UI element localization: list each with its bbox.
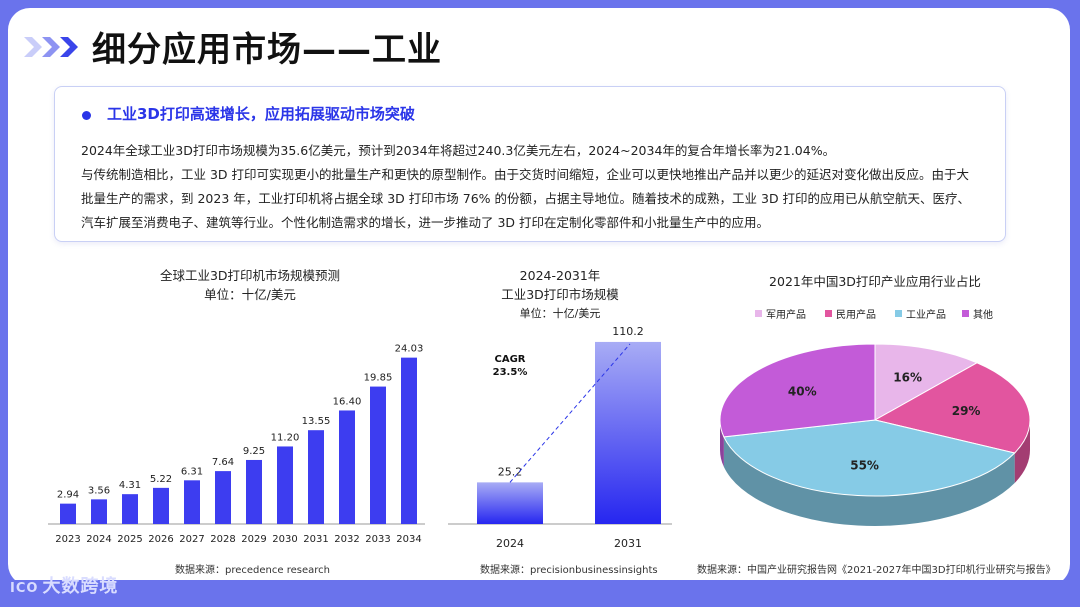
chart3-pie-chart: 军用产品 民用产品 工业产品 其他 16% 29% 55% 40% (719, 308, 1031, 526)
chart3-source: 数据来源：中国产业研究报告网《2021-2027年中国3D打印机行业研究与报告》 (697, 565, 1056, 576)
chart3-legend-swatch (825, 310, 832, 317)
chart1-bar-2031 (308, 430, 324, 524)
chart1-title: 全球工业3D打印机市场规模预测 单位：十亿/美元 (100, 266, 400, 304)
chart3-legend-swatch (895, 310, 902, 317)
chart1-value-label: 19.85 (364, 373, 393, 384)
chart1-bar-2033 (370, 386, 386, 524)
chart2-source: 数据来源：precisionbusinessinsights (480, 565, 658, 576)
chart1-x-tick: 2024 (86, 534, 111, 545)
chart1-x-tick: 2023 (55, 534, 80, 545)
chart2-x-tick: 2024 (496, 537, 524, 550)
chart1-source: 数据来源：precedence research (175, 565, 330, 576)
chart1-x-tick: 2034 (396, 534, 421, 545)
chart3-slice-工业产品 (723, 419, 1016, 497)
title-chevrons-icon (24, 37, 78, 57)
chart1-title-text: 全球工业3D打印机市场规模预测 (159, 268, 341, 283)
chart1-bar-2023 (60, 503, 76, 524)
chart1-x-tick: 2027 (179, 534, 204, 545)
chart1-bar-2026 (153, 487, 169, 524)
chart3-title: 2021年中国3D打印产业应用行业占比 (769, 274, 981, 289)
bullet-dot-icon (82, 111, 91, 120)
chart1-bar-2027 (184, 480, 200, 524)
chart2-unit: 单位：十亿/美元 (519, 307, 601, 320)
chart3-legend-swatch (962, 310, 969, 317)
chart3-legend-swatch (755, 310, 762, 317)
chart1-value-label: 9.25 (243, 446, 265, 457)
chart2-value-label: 110.2 (612, 325, 644, 338)
summary-box: 工业3D打印高速增长，应用拓展驱动市场突破 2024年全球工业3D打印市场规模为… (54, 86, 1006, 242)
chart3-legend-label: 其他 (973, 308, 993, 321)
chart1-x-tick: 2031 (303, 534, 328, 545)
chart3-side-民用产品 (1014, 420, 1030, 483)
chart1-x-tick: 2032 (334, 534, 359, 545)
chart3-slice-民用产品 (873, 362, 1031, 454)
footer-band (0, 580, 1080, 607)
chart1-value-label: 6.31 (181, 466, 203, 477)
chart1-x-tick: 2033 (365, 534, 390, 545)
chart3-side-工业产品 (723, 436, 1015, 526)
chart1-value-label: 5.22 (150, 474, 172, 485)
chart1-bar-2025 (122, 494, 138, 524)
chart2-bar-chart: 25.2 2024 110.2 2031 CAGR 23.5% (448, 325, 672, 550)
chart2-title: 2024-2031年 工业3D打印市场规模 单位：十亿/美元 (460, 266, 660, 323)
chart1-value-label: 16.40 (333, 396, 362, 407)
summary-heading: 工业3D打印高速增长，应用拓展驱动市场突破 (107, 105, 415, 123)
chart1-value-label: 13.55 (302, 416, 331, 427)
chart1-value-label: 2.94 (57, 490, 79, 501)
chart3-legend-label: 军用产品 (766, 308, 806, 321)
chart1-value-label: 4.31 (119, 480, 141, 491)
chart2-value-label: 25.2 (498, 465, 523, 478)
brand-name: 大数跨境 (42, 576, 119, 597)
chart2-cagr-value: 23.5% (493, 367, 528, 378)
chart3-slice-label: 55% (850, 458, 879, 472)
chart2-title-line1: 2024-2031年 (519, 268, 601, 283)
summary-paragraph-1: 2024年全球工业3D打印市场规模为35.6亿美元，预计到2034年将超过240… (81, 143, 836, 158)
chart1-bar-2032 (339, 410, 355, 524)
chart3-slice-军用产品 (874, 343, 979, 421)
chart2-bar-2031 (595, 341, 661, 524)
chart3-side-其他 (720, 420, 724, 467)
chart3-slice-label: 16% (893, 370, 922, 384)
chart3-legend-label: 民用产品 (836, 308, 876, 321)
chart1-unit: 单位：十亿/美元 (204, 287, 296, 302)
chart1-x-tick: 2025 (117, 534, 142, 545)
chart2-bar-2024 (477, 482, 543, 524)
page-title: 细分应用市场——工业 (92, 30, 442, 70)
chart1-bar-2030 (277, 446, 293, 524)
chart2-x-tick: 2031 (614, 537, 642, 550)
chart1-x-tick: 2026 (148, 534, 173, 545)
summary-paragraph-2: 与传统制造相比，工业 3D 打印可实现更小的批量生产和更快的原型制作。由于交货时… (81, 167, 971, 230)
chart1-value-label: 11.20 (271, 432, 300, 443)
summary-text: 2024年全球工业3D打印市场规模为35.6亿美元，预计到2034年将超过240… (81, 139, 981, 235)
chart1-value-label: 7.64 (212, 457, 234, 468)
chart2-cagr-label: CAGR (495, 354, 526, 365)
chart1-bar-2029 (246, 459, 262, 524)
chart2-cagr-line (509, 343, 631, 483)
chart3-slice-label: 29% (952, 404, 981, 418)
chart1-bar-chart: 2.94 2023 3.56 2024 4.31 2025 5.22 2026 6.31 2027… (48, 344, 425, 545)
chart1-bar-2034 (401, 357, 417, 524)
chart1-x-tick: 2030 (272, 534, 297, 545)
chart1-value-label: 3.56 (88, 485, 110, 496)
chart1-bar-2028 (215, 471, 231, 524)
chart1-x-tick: 2029 (241, 534, 266, 545)
chart3-slice-其他 (719, 343, 876, 438)
chart1-bar-2024 (91, 499, 107, 524)
brand-mark-icon: ICO (10, 581, 39, 596)
chart3-slice-label: 40% (788, 385, 817, 399)
brand-logo: ICO 大数跨境 (10, 572, 118, 598)
chart2-title-line2: 工业3D打印市场规模 (501, 287, 619, 302)
chart3-legend-label: 工业产品 (906, 308, 946, 321)
chart1-value-label: 24.03 (395, 344, 424, 355)
chart1-x-tick: 2028 (210, 534, 235, 545)
